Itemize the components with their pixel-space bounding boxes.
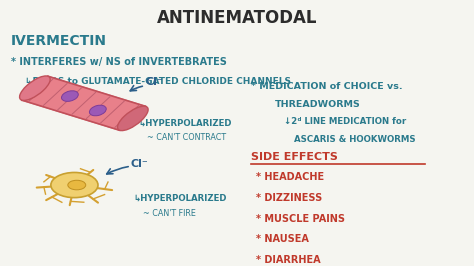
- Ellipse shape: [19, 76, 50, 101]
- Ellipse shape: [51, 172, 98, 198]
- Ellipse shape: [90, 105, 106, 116]
- Ellipse shape: [62, 91, 78, 101]
- Polygon shape: [22, 76, 146, 130]
- Text: SIDE EFFECTS: SIDE EFFECTS: [251, 152, 338, 162]
- Text: ~ CAN'T FIRE: ~ CAN'T FIRE: [143, 209, 196, 218]
- Ellipse shape: [68, 180, 86, 190]
- Text: IVERMECTIN: IVERMECTIN: [11, 34, 107, 48]
- Text: * INTERFERES w/ NS of INVERTEBRATES: * INTERFERES w/ NS of INVERTEBRATES: [11, 57, 227, 67]
- Text: ASCARIS & HOOKWORMS: ASCARIS & HOOKWORMS: [293, 135, 415, 144]
- Text: ~ CAN'T CONTRACT: ~ CAN'T CONTRACT: [147, 134, 227, 143]
- Text: * MUSCLE PAINS: * MUSCLE PAINS: [256, 214, 345, 224]
- Text: * MEDICATION of CHOICE vs.: * MEDICATION of CHOICE vs.: [251, 82, 403, 91]
- Text: * DIZZINESS: * DIZZINESS: [256, 193, 322, 203]
- Text: Cl⁻: Cl⁻: [131, 159, 149, 169]
- Text: THREADWORMS: THREADWORMS: [275, 99, 360, 109]
- Text: * HEADACHE: * HEADACHE: [256, 172, 324, 182]
- Text: ANTINEMATODAL: ANTINEMATODAL: [157, 9, 317, 27]
- Text: ↳BINDS to GLUTAMATE-GATED CHLORIDE CHANNELS: ↳BINDS to GLUTAMATE-GATED CHLORIDE CHANN…: [25, 77, 291, 86]
- Text: ↳HYPERPOLARIZED: ↳HYPERPOLARIZED: [138, 118, 231, 127]
- Text: * DIARRHEA: * DIARRHEA: [256, 255, 320, 265]
- Ellipse shape: [118, 106, 148, 131]
- Text: * NAUSEA: * NAUSEA: [256, 234, 309, 244]
- Text: ↳HYPERPOLARIZED: ↳HYPERPOLARIZED: [133, 194, 227, 203]
- Text: ↓2ᵈ LINE MEDICATION for: ↓2ᵈ LINE MEDICATION for: [284, 117, 406, 126]
- Text: Cl⁻: Cl⁻: [145, 77, 163, 87]
